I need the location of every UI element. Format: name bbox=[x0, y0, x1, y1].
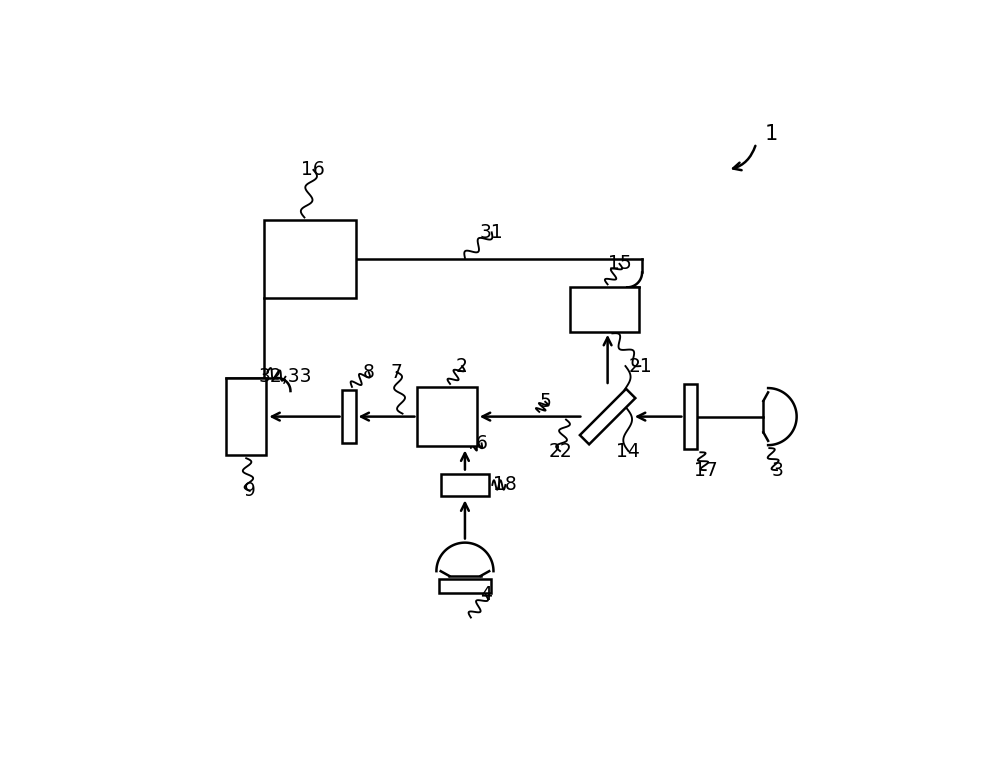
Text: 1: 1 bbox=[764, 124, 778, 144]
Text: 6: 6 bbox=[476, 434, 488, 453]
Text: 22: 22 bbox=[548, 442, 572, 461]
Bar bbox=[264, 221, 356, 298]
Bar bbox=[439, 580, 491, 593]
Text: 17: 17 bbox=[694, 461, 718, 479]
Text: 5: 5 bbox=[539, 392, 551, 411]
Text: 16: 16 bbox=[301, 161, 325, 179]
Text: 32,33: 32,33 bbox=[259, 367, 312, 386]
Bar bbox=[684, 384, 697, 449]
Text: 21: 21 bbox=[628, 357, 652, 376]
Bar bbox=[342, 390, 356, 443]
Text: 4: 4 bbox=[480, 585, 492, 604]
Text: 9: 9 bbox=[244, 482, 256, 500]
Text: 18: 18 bbox=[493, 476, 517, 495]
Text: 15: 15 bbox=[608, 254, 631, 273]
Text: 3: 3 bbox=[771, 461, 783, 479]
Bar bbox=[441, 474, 489, 496]
Text: 2: 2 bbox=[456, 357, 468, 376]
Text: 8: 8 bbox=[363, 363, 375, 381]
Text: 31: 31 bbox=[480, 223, 504, 242]
Text: 14: 14 bbox=[616, 442, 640, 461]
Bar bbox=[226, 378, 266, 455]
Polygon shape bbox=[580, 389, 635, 445]
Text: 7: 7 bbox=[391, 363, 403, 381]
Bar bbox=[570, 287, 639, 332]
Bar bbox=[417, 387, 477, 446]
